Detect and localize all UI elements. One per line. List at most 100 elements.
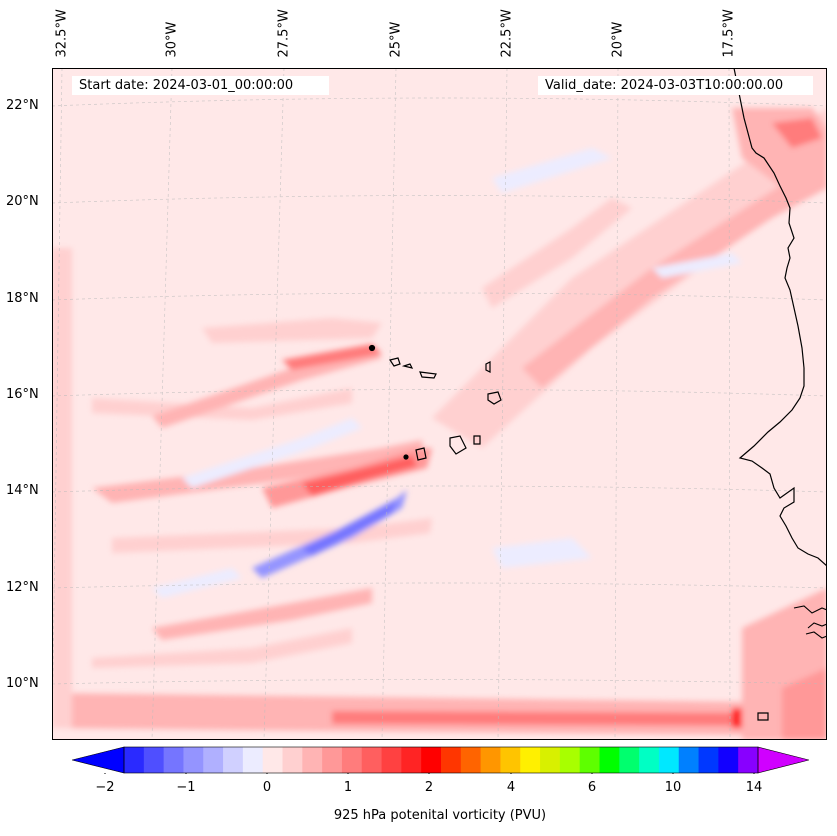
graticule (52, 68, 827, 740)
island (485, 361, 491, 373)
pv-negative-faint (652, 253, 742, 278)
colorbar-segment (678, 747, 700, 773)
island (419, 371, 437, 379)
island (449, 435, 467, 455)
meridian (728, 68, 731, 740)
colorbar-tick-label: 10 (664, 780, 682, 795)
colorbar-tick-label: 2 (424, 780, 434, 795)
colorbar-segment (441, 747, 462, 773)
pv-negative-streak (252, 490, 407, 578)
pv-streak (152, 588, 372, 640)
pv-wake-north (152, 346, 382, 428)
colorbar-segment (658, 747, 680, 773)
lat-label: 22°N (6, 98, 39, 113)
colorbar-segment (599, 747, 620, 773)
pv-negative-faint (152, 568, 242, 598)
pv-negative-faint (492, 148, 612, 193)
colorbar-segment (619, 747, 640, 773)
island (487, 391, 502, 405)
colorbar-segment (480, 747, 501, 773)
lat-label: 14°N (6, 483, 39, 498)
pv-streak (92, 628, 352, 668)
pv-negative-faint (492, 538, 592, 568)
colorbar-segment (698, 747, 719, 773)
lon-label: 27.5°W (276, 9, 292, 58)
pv-coastal-core (772, 118, 822, 148)
cape-verde-islands (368, 344, 502, 461)
pv-streak (202, 318, 382, 343)
colorbar-segment (143, 747, 165, 773)
africa-coastline-detail (793, 605, 827, 639)
colorbar-segment (579, 747, 600, 773)
lon-label: 22.5°W (499, 9, 515, 58)
island (401, 363, 414, 369)
colorbar-segment (559, 747, 581, 773)
colorbar-tick-label: −2 (95, 780, 115, 795)
island (389, 357, 401, 367)
colorbar-segment (381, 747, 402, 773)
map-panel (52, 68, 827, 740)
meridian (614, 68, 619, 740)
lon-label: 25°W (388, 21, 404, 58)
pv-south-core (332, 711, 812, 726)
colorbar-segment (500, 747, 521, 773)
start-date-label: Start date: 2024-03-01_00:00:00 (72, 76, 329, 95)
colorbar-segment (421, 747, 442, 773)
lon-label: 30°W (164, 21, 180, 58)
meridian (381, 68, 397, 740)
pv-southeast-core (782, 668, 827, 740)
colorbar-segment (401, 747, 422, 773)
meridian (52, 68, 63, 740)
lat-label: 10°N (6, 676, 39, 691)
pv-negative-faint (182, 418, 362, 488)
colorbar-segment (242, 747, 264, 773)
colorbar-segments (124, 747, 759, 773)
colorbar-segment (262, 747, 283, 773)
colorbar-segment (282, 747, 303, 773)
colorbar-segment (361, 747, 383, 773)
colorbar-over-arrow (757, 746, 809, 774)
colorbar-segment (183, 747, 204, 773)
island (403, 454, 409, 460)
colorbar-segment (540, 747, 561, 773)
colorbar-under-arrow (72, 746, 125, 774)
colorbar (72, 746, 809, 774)
colorbar-tick-label: 14 (745, 780, 763, 795)
meridian (497, 68, 508, 740)
lat-label: 16°N (6, 387, 39, 402)
colorbar-segment (341, 747, 363, 773)
colorbar-tick-label: 4 (506, 780, 516, 795)
lat-label: 12°N (6, 580, 39, 595)
lon-label: 17.5°W (721, 9, 737, 58)
pv-mid-band (92, 440, 424, 503)
valid-date-label: Valid_date: 2024-03-03T10:00:00.00 (538, 76, 813, 95)
pv-streak (482, 198, 632, 308)
map-frame (52, 68, 827, 740)
colorbar-segment (322, 747, 343, 773)
pv-wake-north-core (282, 344, 382, 370)
lon-label: 32.5°W (54, 9, 70, 58)
pv-west-edge (52, 248, 72, 728)
colorbar-tick-label: 0 (262, 780, 272, 795)
pv-streak (92, 388, 352, 420)
colorbar-segment (203, 747, 224, 773)
lon-label: 20°W (610, 21, 626, 58)
lat-label: 18°N (6, 291, 39, 306)
colorbar-segment (163, 747, 184, 773)
africa-coastline (733, 68, 827, 567)
island (473, 435, 481, 445)
colorbar-segment (639, 747, 660, 773)
colorbar-tick-label: 1 (343, 780, 353, 795)
pv-field (52, 108, 827, 740)
colorbar-frame (123, 746, 759, 774)
colorbar-segment (460, 747, 482, 773)
colorbar-segment (738, 747, 759, 773)
southern-island (757, 712, 769, 721)
pv-negative-streak (302, 500, 397, 556)
meridian (263, 68, 285, 740)
colorbar-segment (520, 747, 541, 773)
colorbar-segment (124, 747, 145, 773)
colorbar-segment (718, 747, 739, 773)
lat-label: 20°N (6, 194, 39, 209)
